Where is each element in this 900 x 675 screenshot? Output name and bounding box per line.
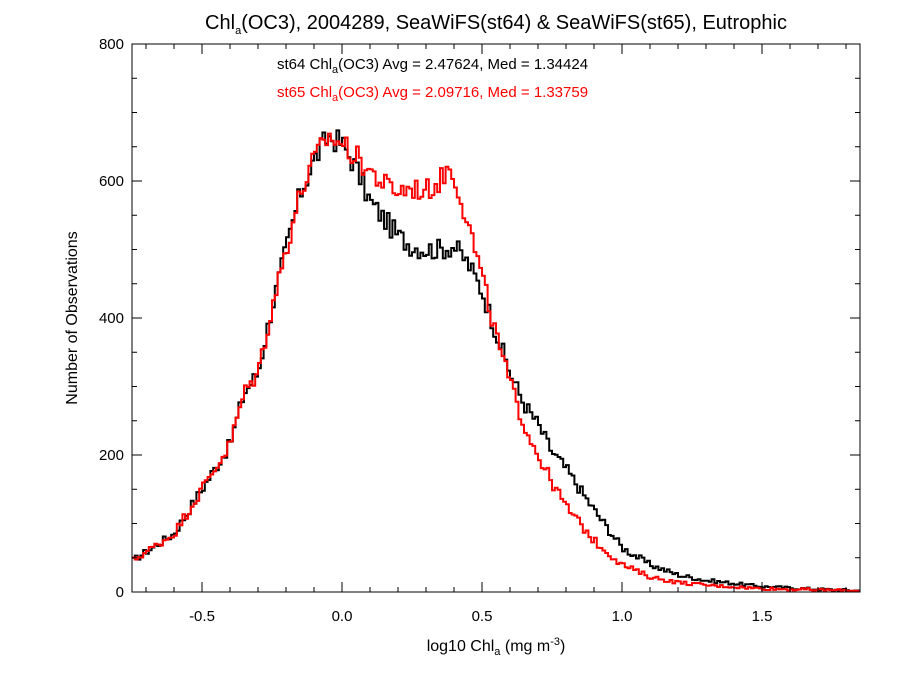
series-st65-line	[132, 132, 860, 593]
x-tick-label: 1.5	[752, 608, 773, 625]
series-st64-line	[132, 129, 860, 593]
x-tick-label: -0.5	[189, 608, 215, 625]
x-tick-label: 0.0	[332, 608, 353, 625]
st64-stats-label: st64 Chla(OC3) Avg = 2.47624, Med = 1.34…	[277, 56, 588, 76]
y-tick-label: 600	[99, 173, 124, 190]
x-axis: -0.5 0.0 0.5 1.0 1.5	[145, 44, 847, 625]
y-tick-label: 800	[99, 36, 124, 53]
y-axis-label: Number of Observations	[64, 231, 81, 404]
chart-title: Chla(OC3), 2004289, SeaWiFS(st64) & SeaW…	[205, 12, 787, 37]
series-layer	[132, 129, 860, 593]
y-axis: 0 200 400 600 800	[99, 36, 860, 601]
y-tick-label: 400	[99, 310, 124, 327]
stats-legend: st64 Chla(OC3) Avg = 2.47624, Med = 1.34…	[277, 56, 588, 104]
st65-stats-label: st65 Chla(OC3) Avg = 2.09716, Med = 1.33…	[277, 84, 588, 104]
plot-frame	[131, 43, 861, 593]
x-axis-label: log10 Chla (mg m-3)	[427, 636, 566, 658]
x-tick-label: 1.0	[612, 608, 633, 625]
y-tick-label: 0	[116, 584, 124, 601]
x-tick-label: 0.5	[472, 608, 493, 625]
y-tick-label: 200	[99, 447, 124, 464]
